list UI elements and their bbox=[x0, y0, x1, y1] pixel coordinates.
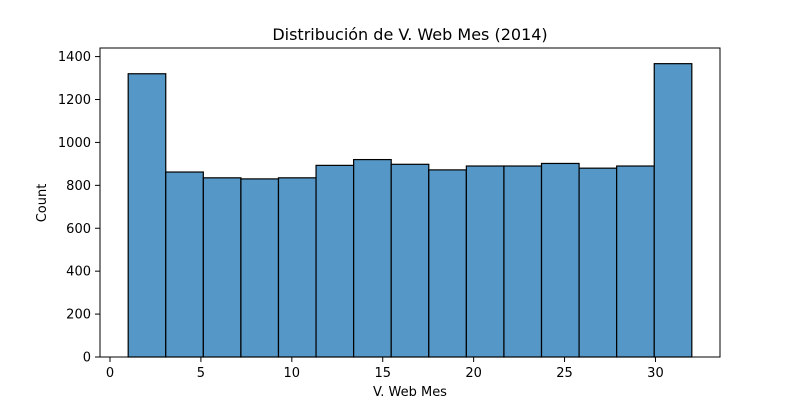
histogram-bar bbox=[578, 167, 618, 358]
y-tick-label: 400 bbox=[66, 265, 91, 280]
y-tick-label: 1200 bbox=[58, 93, 91, 108]
histogram-bar bbox=[353, 158, 392, 358]
y-tick-label: 0 bbox=[83, 351, 91, 366]
histogram-bar bbox=[428, 169, 467, 358]
x-axis-label: V. Web Mes bbox=[373, 385, 447, 400]
histogram-bar bbox=[202, 177, 242, 358]
histogram-bar bbox=[616, 165, 655, 358]
y-tick-label: 1000 bbox=[58, 136, 91, 151]
x-axis-ticks: 0 5 10 15 20 25 30 bbox=[106, 357, 664, 381]
histogram-bar bbox=[653, 63, 693, 358]
histogram-bar bbox=[503, 165, 543, 358]
x-tick-label: 10 bbox=[284, 366, 301, 381]
x-tick-label: 5 bbox=[197, 366, 205, 381]
y-axis-label: Count bbox=[35, 184, 50, 223]
histogram-bar bbox=[465, 165, 505, 358]
y-axis-ticks: 0 200 400 600 800 1000 1200 1400 bbox=[58, 50, 100, 366]
x-tick-label: 15 bbox=[374, 366, 391, 381]
y-tick-label: 200 bbox=[66, 308, 91, 323]
histogram-bar bbox=[277, 177, 317, 358]
y-tick-label: 1400 bbox=[58, 50, 91, 65]
bars-group bbox=[127, 63, 693, 358]
histogram-bar bbox=[240, 178, 280, 358]
y-tick-label: 800 bbox=[66, 179, 91, 194]
x-tick-label: 30 bbox=[647, 366, 664, 381]
plot-area-frame bbox=[99, 47, 721, 358]
histogram-bar bbox=[390, 163, 430, 358]
x-tick-label: 20 bbox=[465, 366, 482, 381]
histogram-bar bbox=[165, 171, 204, 358]
histogram-bar bbox=[127, 73, 167, 358]
histogram-bar bbox=[540, 162, 580, 358]
histogram-bar bbox=[315, 164, 355, 358]
x-tick-label: 25 bbox=[556, 366, 573, 381]
x-tick-label: 0 bbox=[106, 366, 114, 381]
y-tick-label: 600 bbox=[66, 222, 91, 237]
chart-title: Distribución de V. Web Mes (2014) bbox=[272, 25, 547, 44]
